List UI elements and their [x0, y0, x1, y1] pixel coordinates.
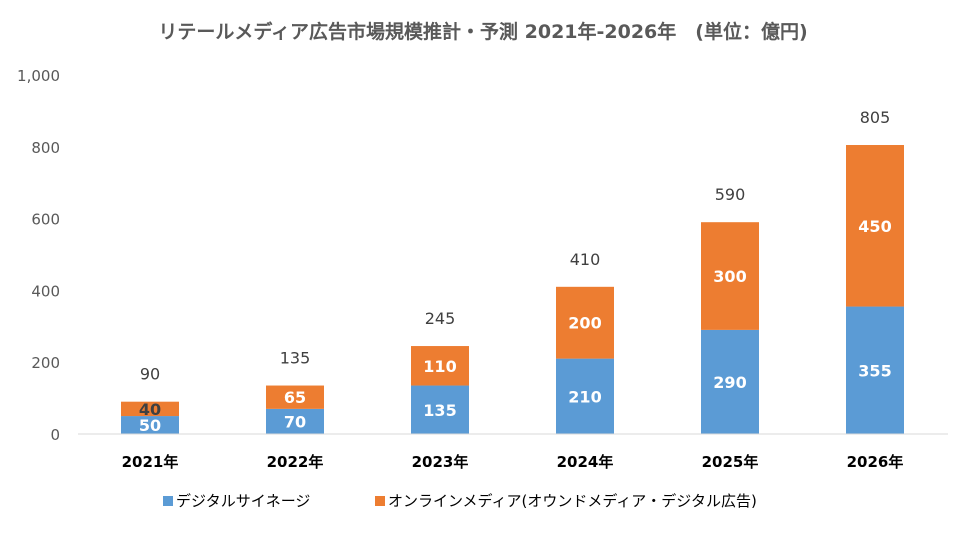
x-axis: 2021年 2022年 2023年 2024年 2025年 2026年 [122, 453, 904, 471]
data-label: 300 [713, 267, 746, 286]
total-label: 135 [280, 349, 311, 368]
legend-label-digital-signage: デジタルサイネージ [176, 492, 310, 510]
bar-segment-online-media [411, 346, 469, 386]
x-tick-label: 2022年 [267, 453, 324, 471]
y-tick-label: 400 [31, 282, 60, 300]
x-tick-label: 2026年 [847, 453, 904, 471]
data-label: 65 [284, 388, 306, 407]
total-label: 90 [140, 365, 160, 384]
y-axis: 0 200 400 600 800 1,000 [17, 67, 60, 444]
legend: デジタルサイネージ オンラインメディア(オウンドメディア・デジタル広告) [163, 492, 757, 510]
data-label: 40 [139, 400, 161, 419]
total-label: 805 [860, 108, 891, 127]
data-label: 355 [858, 361, 891, 380]
bar-segment-online-media [701, 222, 759, 330]
bar-segment-digital-signage [556, 358, 614, 434]
y-tick-label: 0 [50, 426, 60, 444]
data-label: 135 [423, 401, 456, 420]
legend-label-online-media: オンラインメディア(オウンドメディア・デジタル広告) [388, 492, 757, 510]
total-label: 245 [425, 309, 456, 328]
bar-segment-online-media [266, 385, 324, 409]
total-label: 590 [715, 185, 746, 204]
y-tick-label: 600 [31, 211, 60, 229]
data-label: 210 [568, 387, 601, 406]
bar-segment-online-media [846, 145, 904, 307]
data-label: 110 [423, 357, 456, 376]
x-tick-label: 2023年 [412, 453, 469, 471]
data-label: 50 [139, 416, 161, 435]
bar-segment-digital-signage [266, 408, 324, 434]
y-tick-label: 1,000 [17, 67, 60, 85]
x-tick-label: 2025年 [702, 453, 759, 471]
chart-title: リテールメディア広告市場規模推計・予測 2021年-2026年 (単位：億円) [158, 20, 807, 43]
bar-segment-online-media [121, 401, 179, 417]
x-tick-label: 2024年 [557, 453, 614, 471]
legend-swatch-digital-signage [163, 496, 173, 506]
bar-segment-digital-signage [701, 329, 759, 434]
x-tick-label: 2021年 [122, 453, 179, 471]
y-tick-label: 200 [31, 354, 60, 372]
total-label: 410 [570, 250, 601, 269]
bar-segment-digital-signage [411, 385, 469, 434]
legend-swatch-online-media [375, 496, 385, 506]
y-tick-label: 800 [31, 139, 60, 157]
bar-segment-online-media [556, 286, 614, 359]
bar-segment-digital-signage [846, 306, 904, 434]
bar-segment-digital-signage [121, 416, 179, 434]
data-label: 200 [568, 314, 601, 333]
data-label: 290 [713, 373, 746, 392]
data-label: 70 [284, 412, 306, 431]
data-label: 450 [858, 217, 891, 236]
